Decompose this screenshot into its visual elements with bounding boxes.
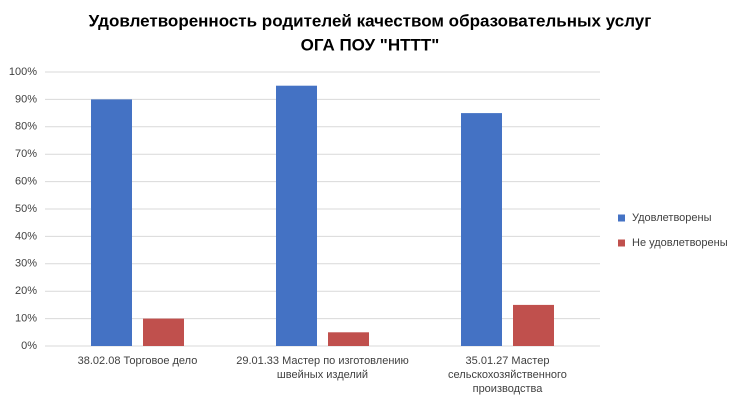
- bar: [328, 332, 369, 346]
- y-tick-label: 90%: [15, 93, 37, 105]
- bar: [143, 318, 184, 346]
- y-tick-label: 80%: [15, 121, 37, 133]
- x-tick-label: 38.02.08 Торговое дело: [77, 355, 198, 367]
- y-tick-label: 70%: [15, 148, 37, 160]
- y-tick-label: 10%: [15, 313, 37, 325]
- legend-swatch: [618, 239, 625, 247]
- y-tick-label: 100%: [9, 66, 37, 78]
- y-tick-label: 40%: [15, 230, 37, 242]
- y-tick-label: 50%: [15, 203, 37, 215]
- x-tick-label: 35.01.27 Мастер сельскохозяйственного пр…: [448, 355, 567, 395]
- y-tick-label: 30%: [15, 258, 37, 270]
- legend-label: Не удовлетворены: [632, 237, 728, 249]
- bar: [276, 85, 317, 346]
- chart-title: Удовлетворенность родителей качеством об…: [89, 11, 652, 30]
- y-tick-label: 0%: [21, 340, 37, 352]
- chart-title: ОГА ПОУ "НТТТ": [301, 35, 440, 54]
- bar: [461, 113, 502, 346]
- y-tick-label: 20%: [15, 285, 37, 297]
- legend-swatch: [618, 214, 625, 222]
- y-tick-label: 60%: [15, 176, 37, 188]
- x-tick-label: 29.01.33 Мастер по изготовлению швейных …: [236, 355, 409, 381]
- bar: [513, 304, 554, 346]
- legend-label: Удовлетворены: [632, 212, 712, 224]
- bar: [91, 99, 132, 347]
